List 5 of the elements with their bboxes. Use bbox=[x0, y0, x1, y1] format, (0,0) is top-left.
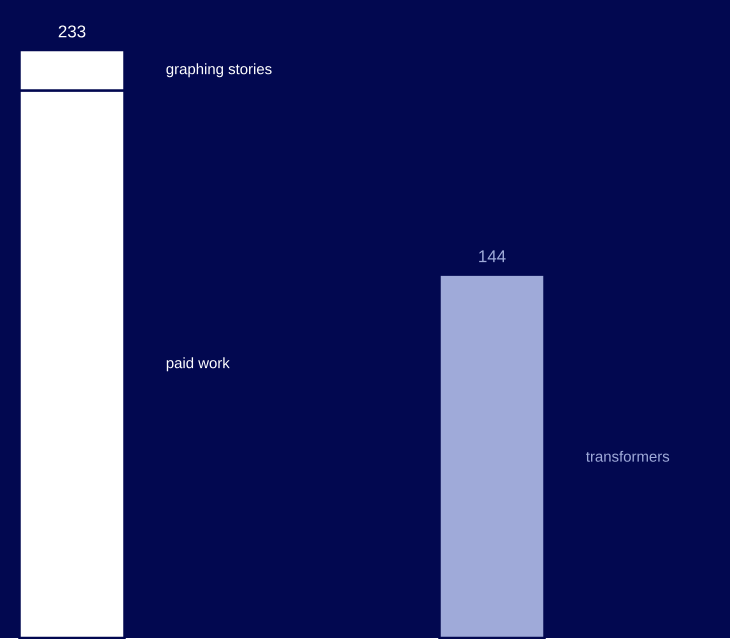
text: transformers bbox=[586, 450, 670, 462]
text: 233 bbox=[58, 25, 86, 38]
text: paid work bbox=[166, 357, 230, 372]
annotation: 144 bbox=[479, 250, 506, 262]
text: graphing stories bbox=[166, 63, 272, 78]
